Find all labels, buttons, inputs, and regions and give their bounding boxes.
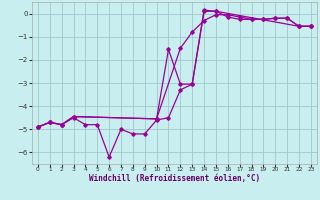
X-axis label: Windchill (Refroidissement éolien,°C): Windchill (Refroidissement éolien,°C) bbox=[89, 174, 260, 183]
